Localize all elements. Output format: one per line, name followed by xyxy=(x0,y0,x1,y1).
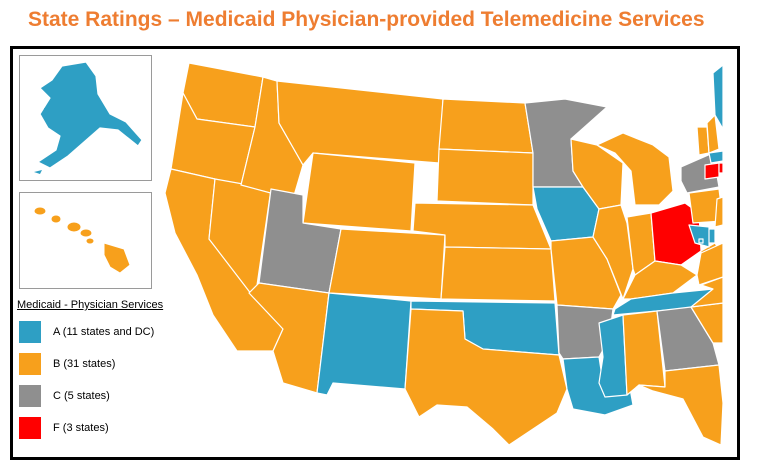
state-FL xyxy=(638,364,723,446)
legend-label-f: F (3 states) xyxy=(53,422,109,434)
state-ME xyxy=(712,64,723,130)
state-TX xyxy=(404,308,568,446)
legend-swatch-b xyxy=(19,353,41,375)
state-CO xyxy=(328,228,446,300)
state-NY xyxy=(680,152,720,194)
alaska-inset-map xyxy=(34,61,143,174)
legend-item-b: B (31 states) xyxy=(17,353,217,376)
state-NM xyxy=(316,292,412,396)
state-KS xyxy=(440,246,556,302)
state-CT xyxy=(704,162,720,180)
legend-label-b: B (31 states) xyxy=(53,358,116,370)
state-MT xyxy=(276,80,444,166)
state-PA xyxy=(688,188,723,224)
state-MS xyxy=(598,314,628,398)
alaska-inset xyxy=(19,55,152,181)
legend-swatch-a xyxy=(19,321,41,343)
map-legend: Medicaid - Physician Services A (11 stat… xyxy=(17,299,217,449)
state-NJ xyxy=(714,196,723,228)
state-ND xyxy=(438,98,534,154)
hawaii-inset-map xyxy=(33,206,131,274)
state-DC xyxy=(698,238,704,244)
legend-title: Medicaid - Physician Services xyxy=(17,299,164,311)
legend-item-a: A (11 states and DC) xyxy=(17,321,217,344)
legend-item-c: C (5 states) xyxy=(17,385,217,408)
map-title: State Ratings – Medicaid Physician-provi… xyxy=(28,8,705,31)
us-map xyxy=(164,62,723,446)
state-SD xyxy=(436,148,534,206)
state-LA xyxy=(562,356,634,416)
state-MI xyxy=(596,132,674,206)
state-MA xyxy=(708,150,723,164)
legend-swatch-f xyxy=(19,417,41,439)
state-GA xyxy=(656,306,720,372)
state-NH xyxy=(706,114,720,154)
hawaii-inset xyxy=(19,192,152,289)
state-WY xyxy=(302,152,416,232)
state-IL xyxy=(592,204,634,300)
state-VA xyxy=(696,242,723,286)
state-RI xyxy=(718,162,723,174)
state-MD xyxy=(688,224,710,248)
map-frame: Medicaid - Physician Services A (11 stat… xyxy=(10,46,740,460)
legend-label-a: A (11 states and DC) xyxy=(53,326,155,338)
state-HI xyxy=(33,206,131,274)
state-AK xyxy=(37,61,143,169)
legend-item-f: F (3 states) xyxy=(17,417,217,440)
legend-swatch-c xyxy=(19,385,41,407)
legend-label-c: C (5 states) xyxy=(53,390,110,402)
